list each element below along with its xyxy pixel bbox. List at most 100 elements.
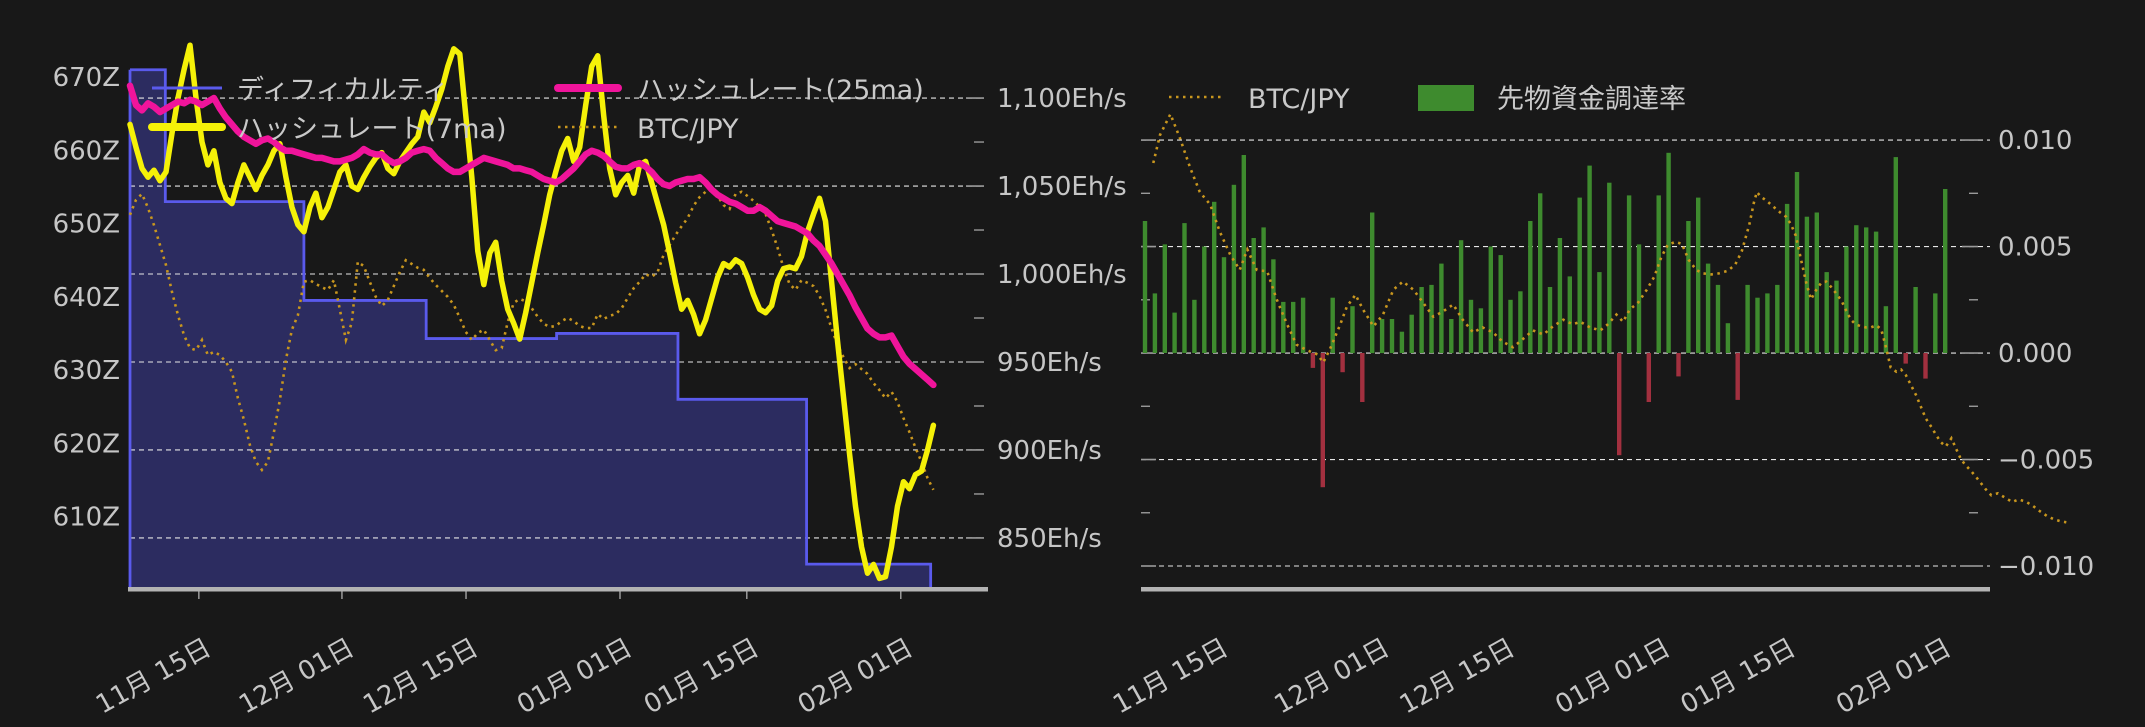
y-axis-right-label: 0.000: [1998, 339, 2072, 369]
funding-bar-positive: [1834, 280, 1839, 353]
x-axis-label: 01月 01日: [512, 633, 637, 721]
funding-bar-positive: [1784, 203, 1790, 353]
x-axis-label: 01月 15日: [1676, 633, 1801, 721]
y-axis-right-label: −0.010: [1998, 552, 2094, 582]
x-axis-label: 01月 15日: [639, 633, 764, 721]
y-axis-right-label: 1,000Eh/s: [997, 260, 1127, 290]
funding-bar-positive: [1864, 227, 1869, 354]
funding-bar-positive: [1449, 319, 1454, 354]
y-axis-left-label: 650Z: [53, 210, 120, 240]
x-axis-line: [128, 587, 988, 592]
funding-bar-positive: [1873, 231, 1879, 353]
legend-btcjpy-label: BTC/JPY: [637, 114, 739, 145]
funding-bar-positive: [1893, 157, 1898, 353]
legend-25ma-label: ハッシュレート(25ma): [637, 75, 924, 106]
y-axis-right-label: 0.010: [1998, 126, 2072, 156]
funding-bar-positive: [1142, 221, 1148, 353]
funding-bar-negative: [1340, 353, 1345, 373]
funding-bar-negative: [1646, 353, 1651, 402]
y-axis-right-label: 950Eh/s: [997, 348, 1102, 378]
x-axis-label: 12月 15日: [358, 633, 483, 721]
funding-bar-positive: [1271, 259, 1276, 353]
funding-bar-positive: [1419, 287, 1424, 353]
funding-bar-positive: [1913, 287, 1918, 353]
x-axis-label: 02月 01日: [793, 633, 918, 721]
funding-bar-positive: [1330, 297, 1335, 354]
y-axis-right-label: 1,100Eh/s: [997, 84, 1127, 114]
x-axis-line: [1141, 587, 1990, 592]
funding-bar-positive: [1212, 201, 1217, 353]
funding-bar-positive: [1636, 244, 1642, 353]
funding-bar-negative: [1320, 353, 1325, 488]
y-axis-left-label: 620Z: [53, 429, 120, 459]
y-axis-left-label: 630Z: [53, 356, 120, 386]
y-axis-right-label: −0.005: [1998, 446, 2094, 476]
x-axis-label: 11月 15日: [1108, 633, 1233, 721]
y-axis-left-label: 640Z: [53, 283, 120, 313]
y-axis-left-label: 660Z: [53, 136, 120, 166]
funding-bar-positive: [1775, 284, 1780, 354]
y-axis-right-label: 1,050Eh/s: [997, 172, 1127, 202]
legend-funding-label: 先物資金調達率: [1497, 84, 1686, 115]
funding-bar-positive: [1221, 257, 1227, 353]
funding-bar-positive: [1202, 246, 1207, 353]
funding-bar-positive: [1399, 331, 1405, 353]
hashrate-25ma-line: [126, 82, 937, 389]
funding-bar-positive: [1656, 195, 1661, 353]
funding-bar-positive: [1281, 301, 1286, 353]
funding-bar-positive: [1350, 306, 1355, 354]
funding-bar-positive: [1943, 189, 1948, 353]
funding-bar-positive: [1468, 299, 1474, 353]
funding-bar-positive: [1804, 216, 1810, 353]
funding-bar-positive: [1883, 306, 1889, 354]
funding-bar-positive: [1686, 221, 1691, 353]
funding-bar-negative: [1617, 353, 1622, 456]
funding-bar-positive: [1379, 319, 1385, 354]
funding-bar-positive: [1261, 227, 1266, 354]
funding-bar-positive: [1557, 238, 1563, 353]
funding-bar-positive: [1844, 246, 1849, 353]
funding-bar-positive: [1251, 238, 1256, 353]
difficulty-area-fill: [130, 69, 931, 590]
legend-funding-swatch: [1418, 85, 1474, 111]
funding-bar-positive: [1587, 165, 1592, 353]
y-axis-right-label: 0.005: [1998, 233, 2072, 263]
hashrate-7ma-line: [127, 42, 937, 582]
funding-bar-positive: [1607, 182, 1612, 354]
funding-bar-positive: [1755, 297, 1760, 354]
funding-bar-positive: [1231, 184, 1237, 353]
legend-btcjpy-label: BTC/JPY: [1248, 84, 1350, 115]
x-axis-label: 11月 15日: [91, 633, 216, 721]
funding-bar-positive: [1488, 246, 1493, 353]
funding-bar-positive: [1824, 272, 1829, 353]
funding-bar-positive: [1745, 284, 1750, 354]
funding-bar-negative: [1923, 353, 1928, 379]
funding-bar-positive: [1498, 255, 1503, 354]
funding-bar-positive: [1547, 287, 1553, 353]
funding-bar-positive: [1577, 197, 1582, 354]
funding-bar-positive: [1794, 172, 1800, 353]
funding-bar-positive: [1705, 263, 1711, 353]
legend-difficulty-label: ディフィカルティ: [237, 75, 449, 106]
funding-bar-positive: [1597, 272, 1602, 353]
funding-bar-negative: [1735, 353, 1740, 400]
funding-bar-positive: [1765, 293, 1770, 353]
funding-bar-positive: [1241, 155, 1246, 354]
y-axis-right-label: 850Eh/s: [997, 524, 1102, 554]
legend-7ma-label: ハッシュレート(7ma): [237, 114, 507, 145]
funding-bar-positive: [1370, 212, 1375, 354]
funding-bar-negative: [1360, 353, 1365, 402]
funding-bar-positive: [1162, 244, 1167, 353]
funding-bar-positive: [1192, 299, 1197, 353]
funding-bar-positive: [1933, 293, 1938, 353]
x-axis-label: 02月 01日: [1831, 633, 1956, 721]
funding-bar-positive: [1300, 297, 1306, 354]
funding-bar-negative: [1676, 353, 1681, 377]
funding-bar-positive: [1567, 276, 1572, 354]
x-axis-label: 12月 15日: [1395, 633, 1520, 721]
y-axis-left-label: 610Z: [53, 502, 120, 532]
funding-bar-positive: [1696, 197, 1701, 354]
funding-bar-positive: [1478, 308, 1484, 353]
